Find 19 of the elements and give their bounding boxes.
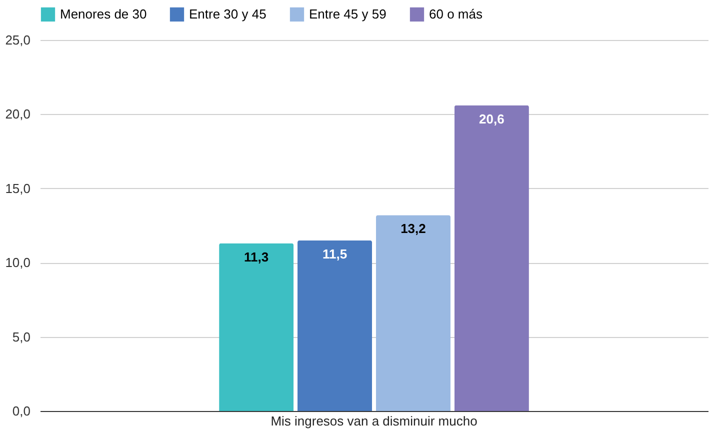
- bar: [376, 215, 450, 411]
- bar: [454, 105, 529, 411]
- y-tick-label: 20,0: [5, 106, 30, 122]
- legend-label: Entre 30 y 45: [189, 6, 266, 22]
- legend-label: Menores de 30: [60, 6, 147, 22]
- data-label: 11,3: [244, 249, 269, 264]
- y-tick-label: 25,0: [5, 32, 30, 48]
- legend-label: 60 o más: [429, 6, 483, 22]
- y-tick-label: 15,0: [5, 180, 30, 196]
- data-label: 11,5: [322, 246, 348, 262]
- data-label: 20,6: [479, 111, 504, 126]
- x-tick-label: Mis ingresos van a disminuir mucho: [270, 414, 478, 428]
- data-label: 13,2: [400, 221, 426, 236]
- bar: [298, 240, 372, 411]
- y-tick-label: 10,0: [5, 255, 30, 270]
- bar: [219, 243, 294, 411]
- legend-label: Entre 45 y 59: [309, 6, 386, 22]
- y-tick-label: 0,0: [12, 404, 30, 418]
- y-tick-label: 5,0: [12, 329, 30, 344]
